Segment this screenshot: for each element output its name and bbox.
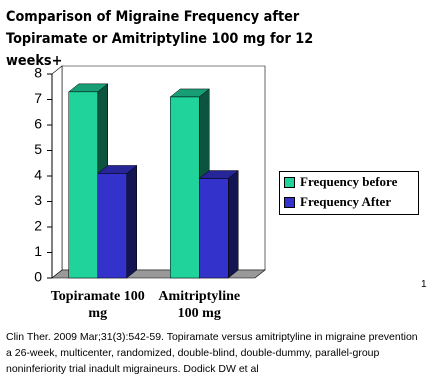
- legend: Frequency before Frequency After: [279, 171, 419, 215]
- x-tick-label: Amitriptyline 100 mg: [158, 289, 241, 321]
- y-tick-label: 8: [34, 65, 42, 81]
- y-tick-label: 1: [34, 243, 42, 259]
- y-tick-label: 5: [34, 141, 42, 157]
- legend-swatch: [284, 196, 295, 208]
- bar: [97, 173, 127, 279]
- bar-side: [126, 164, 137, 279]
- y-tick-label: 4: [34, 167, 42, 183]
- legend-swatch: [284, 176, 295, 188]
- side-wall: [51, 65, 63, 279]
- legend-item: Frequency After: [284, 192, 418, 212]
- chart-title: Comparison of Migraine Frequency after T…: [6, 9, 314, 69]
- footnote: Clin Ther. 2009 Mar;31(3):542-59. Topira…: [6, 331, 418, 375]
- legend-label: Frequency before: [300, 174, 398, 189]
- bar: [199, 178, 229, 279]
- y-tick-label: 7: [34, 90, 42, 106]
- y-tick-label: 2: [34, 218, 42, 234]
- bar: [68, 91, 98, 279]
- page-mark: 1: [421, 279, 427, 290]
- bar: [170, 96, 200, 279]
- x-tick-label: Topiramate 100 mg: [50, 289, 145, 321]
- y-tick-label: 0: [34, 269, 42, 285]
- y-tick-label: 6: [34, 116, 42, 132]
- bar-side: [228, 170, 239, 279]
- y-tick-label: 3: [34, 192, 42, 208]
- legend-label: Frequency After: [300, 194, 392, 209]
- legend-item: Frequency before: [284, 172, 418, 192]
